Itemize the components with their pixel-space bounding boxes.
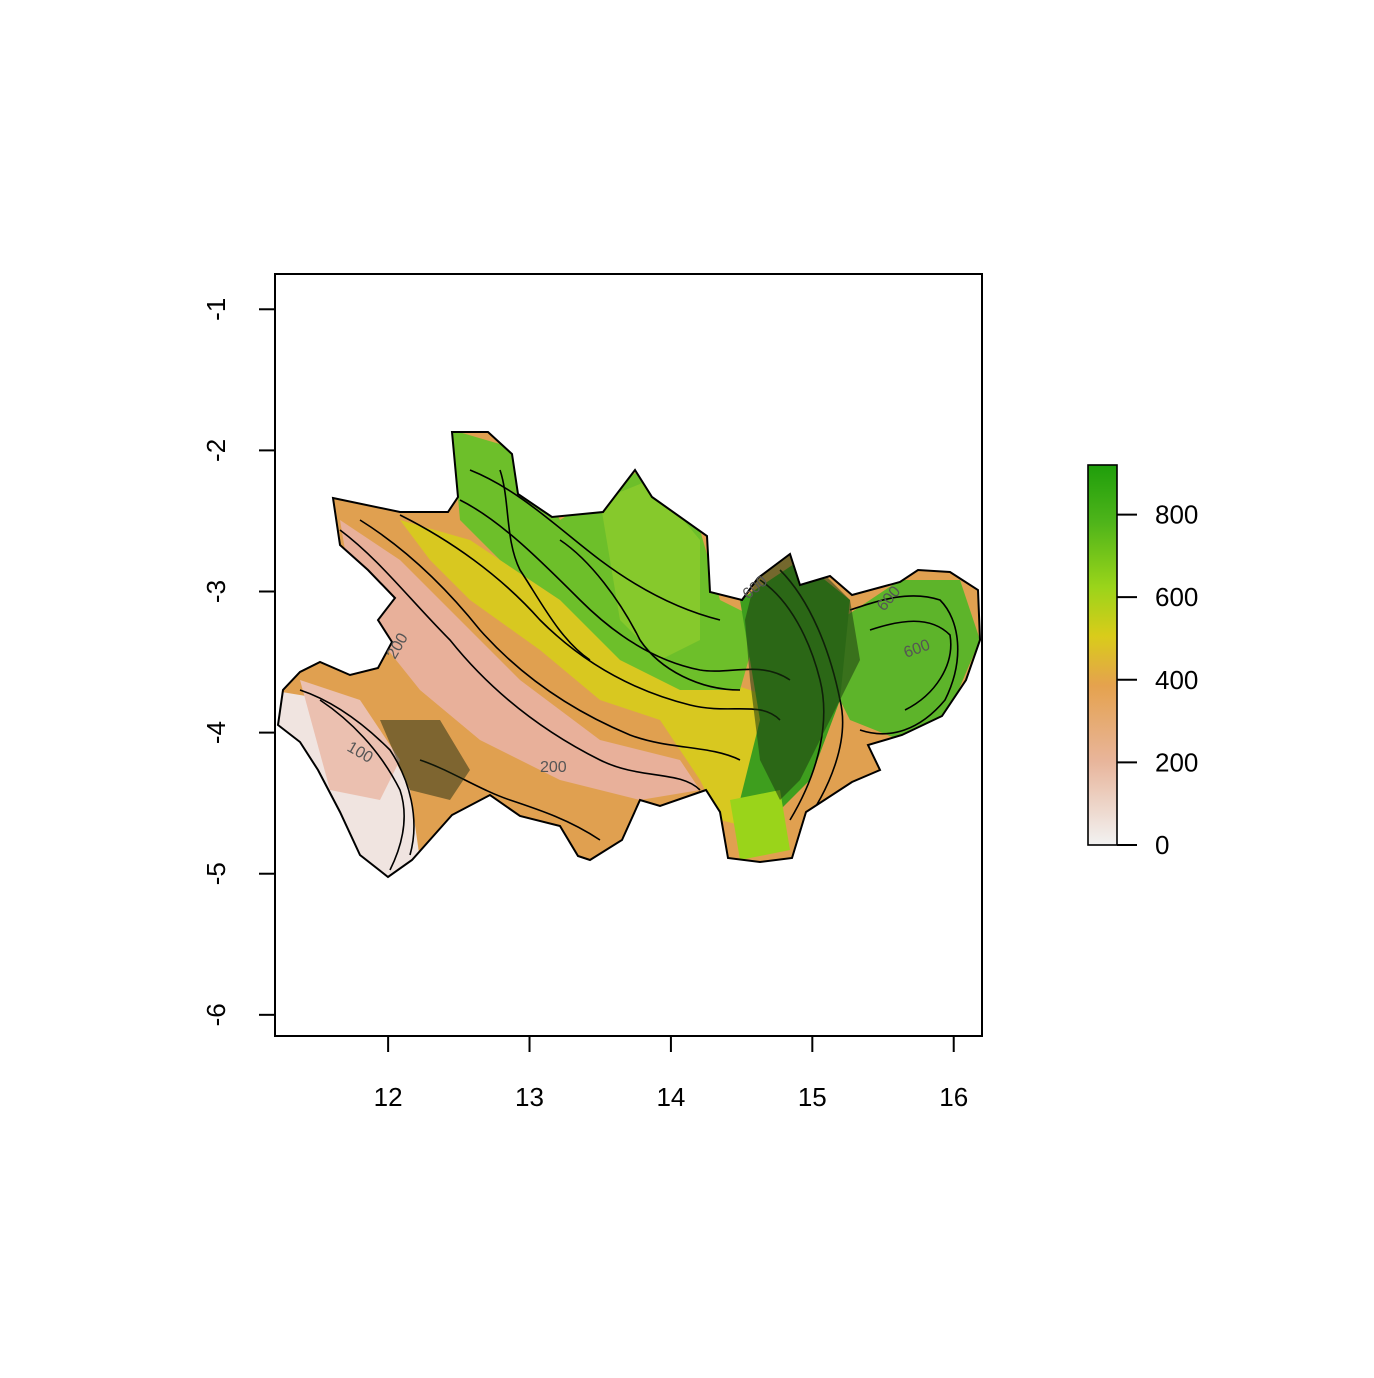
y-tick-label: -4 (201, 721, 231, 744)
x-tick-label: 12 (374, 1082, 403, 1112)
legend-tick-label: 400 (1155, 665, 1198, 695)
x-tick-label: 14 (656, 1082, 685, 1112)
legend-tick-label: 800 (1155, 500, 1198, 530)
legend-colorbar (1087, 464, 1118, 846)
legend: 0 200 400 600 800 (1087, 464, 1198, 860)
legend-tick-label: 600 (1155, 582, 1198, 612)
contour-label: 200 (540, 759, 567, 776)
y-tick-label: -3 (201, 580, 231, 603)
plot-frame (274, 273, 983, 1037)
x-tick-label: 13 (515, 1082, 544, 1112)
x-tick-label: 15 (798, 1082, 827, 1112)
legend-tick-label: 0 (1155, 830, 1169, 860)
legend-tick-label: 200 (1155, 747, 1198, 777)
y-tick-label: -1 (201, 298, 231, 321)
elevation-raster (278, 432, 980, 877)
y-axis: -1 -2 -3 -4 -5 -6 (201, 298, 275, 1026)
y-tick-label: -2 (201, 439, 231, 462)
x-tick-label: 16 (939, 1082, 968, 1112)
y-tick-label: -6 (201, 1003, 231, 1026)
y-tick-label: -5 (201, 862, 231, 885)
x-axis: 12 13 14 15 16 (374, 1036, 968, 1112)
